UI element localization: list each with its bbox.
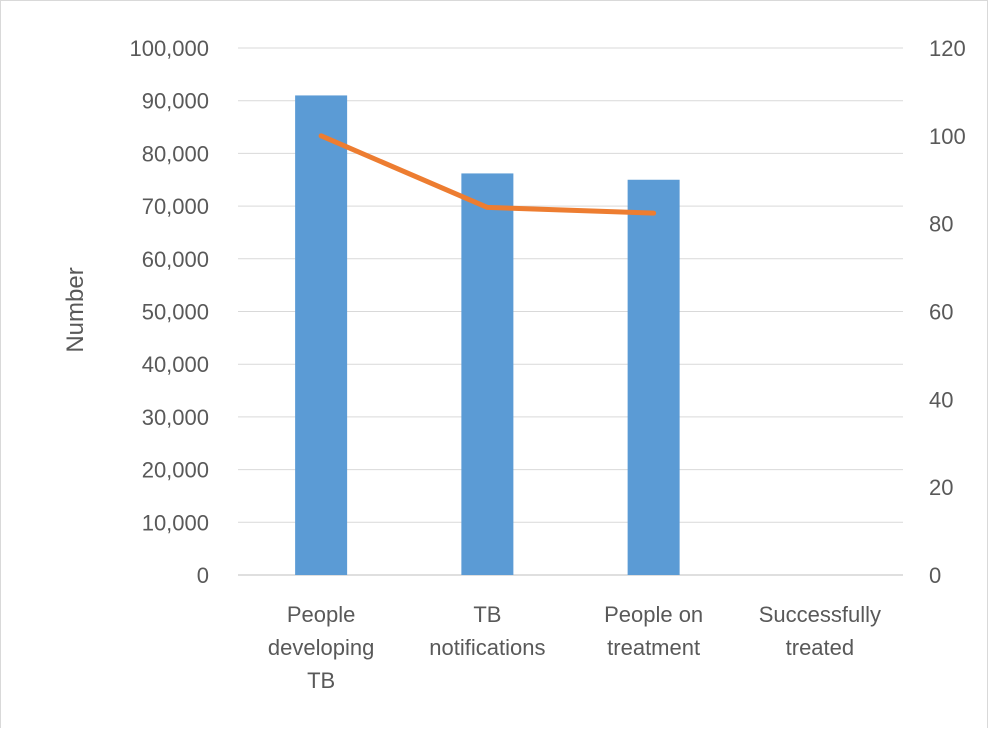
y-tick-label: 20,000 <box>142 458 209 483</box>
series-line <box>318 133 657 216</box>
line-series <box>318 133 657 216</box>
category-label-line: treated <box>786 635 855 660</box>
gridlines <box>238 47 903 576</box>
y-tick-label: 60,000 <box>142 247 209 272</box>
category-label-line: notifications <box>429 635 545 660</box>
category-label-line: TB <box>473 602 501 627</box>
category-label-line: Successfully <box>759 602 881 627</box>
category-label: People developing TB <box>268 602 374 693</box>
y-tick-label: 0 <box>197 563 209 588</box>
bar <box>627 179 680 575</box>
y2-tick-label: 80 <box>929 212 953 237</box>
y-tick-label: 90,000 <box>142 89 209 114</box>
y-tick-label: 40,000 <box>142 352 209 377</box>
bar-series <box>295 95 680 576</box>
y-tick-label: 50,000 <box>142 300 209 325</box>
category-label-line: treatment <box>607 635 700 660</box>
category-label: People on treatment <box>604 602 703 660</box>
category-labels: People developing TB TB notifications People … <box>268 602 881 693</box>
y2-tick-label: 20 <box>929 475 953 500</box>
bar <box>295 95 348 576</box>
category-label-line: People on <box>604 602 703 627</box>
y2-tick-label: 100 <box>929 124 966 149</box>
bar <box>461 173 514 575</box>
y-axis-label: Number <box>62 267 89 352</box>
y2-tick-label: 120 <box>929 36 966 61</box>
y2-tick-label: 0 <box>929 563 941 588</box>
y-tick-label: 10,000 <box>142 510 209 535</box>
category-label-line: People <box>287 602 356 627</box>
y-tick-label: 100,000 <box>129 36 209 61</box>
category-label-line: TB <box>307 668 335 693</box>
right-axis-ticks: 0 20 40 60 80 100 120 <box>929 36 966 588</box>
y-tick-label: 80,000 <box>142 141 209 166</box>
y-tick-label: 70,000 <box>142 194 209 219</box>
category-label-line: developing <box>268 635 374 660</box>
y2-tick-label: 40 <box>929 387 953 412</box>
y-tick-label: 30,000 <box>142 405 209 430</box>
category-label: TB notifications <box>429 602 545 660</box>
y2-tick-label: 60 <box>929 300 953 325</box>
category-label: Successfully treated <box>759 602 881 660</box>
left-axis-ticks: 0 10,000 20,000 30,000 40,000 50,000 60,000 70,… <box>129 36 209 588</box>
